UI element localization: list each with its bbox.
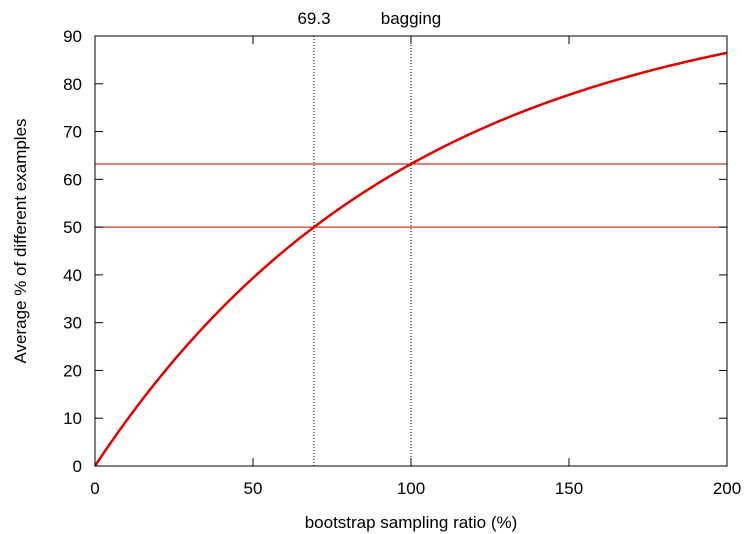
y-axis-title: Average % of different examples [11, 118, 30, 363]
y-tick-label-6: 60 [63, 170, 82, 189]
x-axis: 0 50 100 150 200 [90, 36, 741, 498]
series-line-0 [93, 51, 728, 467]
x-tick-label-2: 100 [397, 479, 425, 498]
plot-background [95, 36, 727, 466]
y-tick-label-1: 10 [63, 409, 82, 428]
vertical-reference-label-1: bagging [381, 9, 442, 28]
y-tick-label-0: 0 [73, 457, 82, 476]
series-layer [93, 51, 728, 467]
y-tick-label-5: 50 [63, 218, 82, 237]
x-tick-label-1: 50 [244, 479, 263, 498]
y-tick-label-9: 90 [63, 27, 82, 46]
y-tick-label-4: 40 [63, 266, 82, 285]
x-axis-title: bootstrap sampling ratio (%) [305, 513, 518, 532]
plot-area [95, 36, 727, 466]
x-tick-label-0: 0 [90, 479, 99, 498]
y-tick-label-2: 20 [63, 361, 82, 380]
y-tick-label-8: 80 [63, 75, 82, 94]
vertical-reference-label-0: 69.3 [297, 9, 330, 28]
y-tick-label-7: 70 [63, 123, 82, 142]
x-tick-label-3: 150 [555, 479, 583, 498]
y-tick-label-3: 30 [63, 314, 82, 333]
y-axis: 0 10 20 30 40 50 60 70 80 90 [63, 27, 727, 476]
x-tick-label-4: 200 [713, 479, 741, 498]
reference-labels: 69.3 bagging [297, 9, 441, 28]
